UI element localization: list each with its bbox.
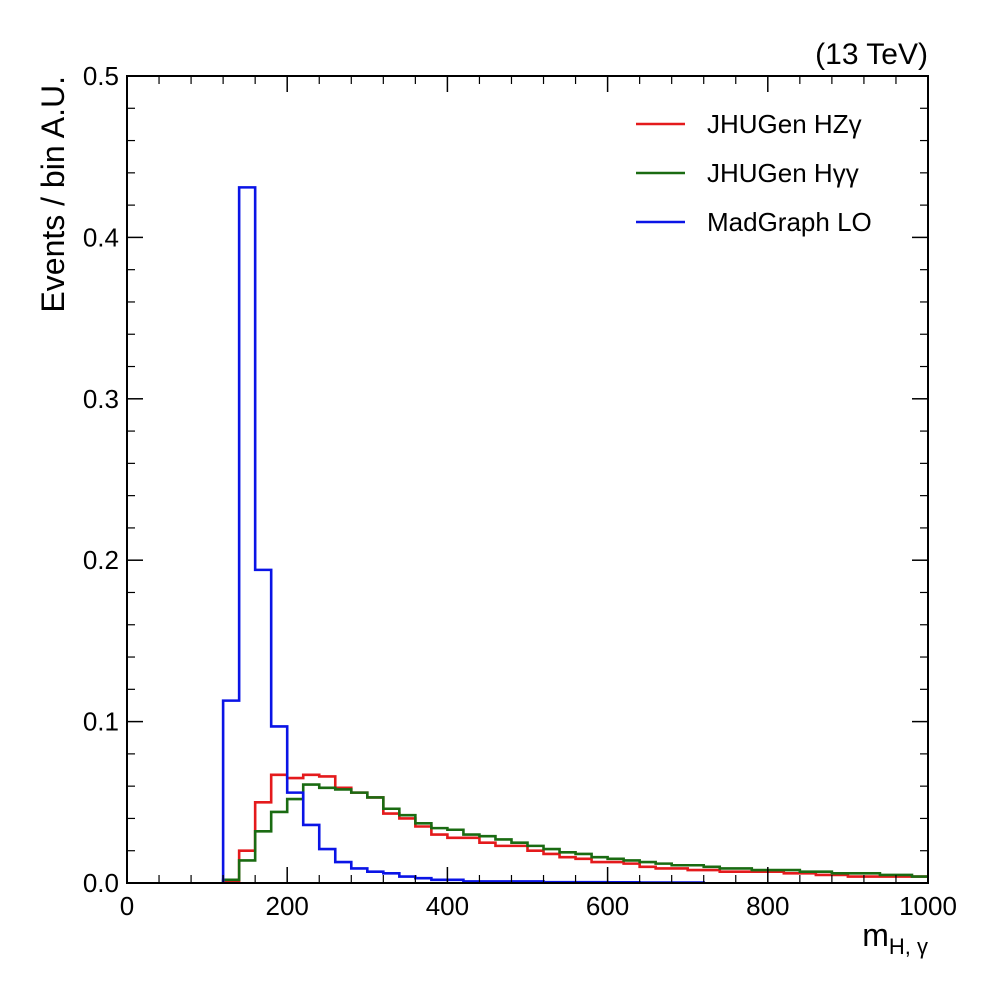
- legend-label-2: JHUGen Hγγ: [707, 158, 859, 188]
- y-axis-title: Events / bin A.U.: [35, 76, 71, 313]
- x-tick-label: 600: [586, 891, 629, 921]
- y-tick-label: 0.3: [83, 384, 119, 414]
- y-tick-label: 0.4: [83, 222, 119, 252]
- y-tick-label: 0.1: [83, 707, 119, 737]
- x-axis-title: mH, γ: [862, 917, 928, 959]
- x-tick-label: 0: [120, 891, 134, 921]
- energy-label: (13 TeV): [815, 38, 928, 71]
- x-tick-label: 400: [426, 891, 469, 921]
- ticks-layer: 0 200 400 600 800 1000 0.0 0.1 0.2 0.3 0.4 0.5: [83, 61, 957, 921]
- x-axis-title-main: m: [862, 917, 889, 953]
- x-tick-label: 800: [746, 891, 789, 921]
- legend: JHUGen HZγ JHUGen Hγγ MadGraph LO: [636, 109, 872, 237]
- x-tick-label: 1000: [899, 891, 957, 921]
- x-tick-label: 200: [266, 891, 309, 921]
- series-line-1: [221, 773, 928, 883]
- plot-frame: [126, 75, 929, 884]
- y-tick-label: 0.5: [83, 61, 119, 91]
- series-line-2: [221, 783, 928, 883]
- y-tick-label: 0.2: [83, 545, 119, 575]
- legend-label-3: MadGraph LO: [707, 207, 872, 237]
- legend-label-1: JHUGen HZγ: [707, 109, 862, 139]
- x-axis-title-subscript: H, γ: [889, 934, 928, 959]
- y-tick-label: 0.0: [83, 868, 119, 898]
